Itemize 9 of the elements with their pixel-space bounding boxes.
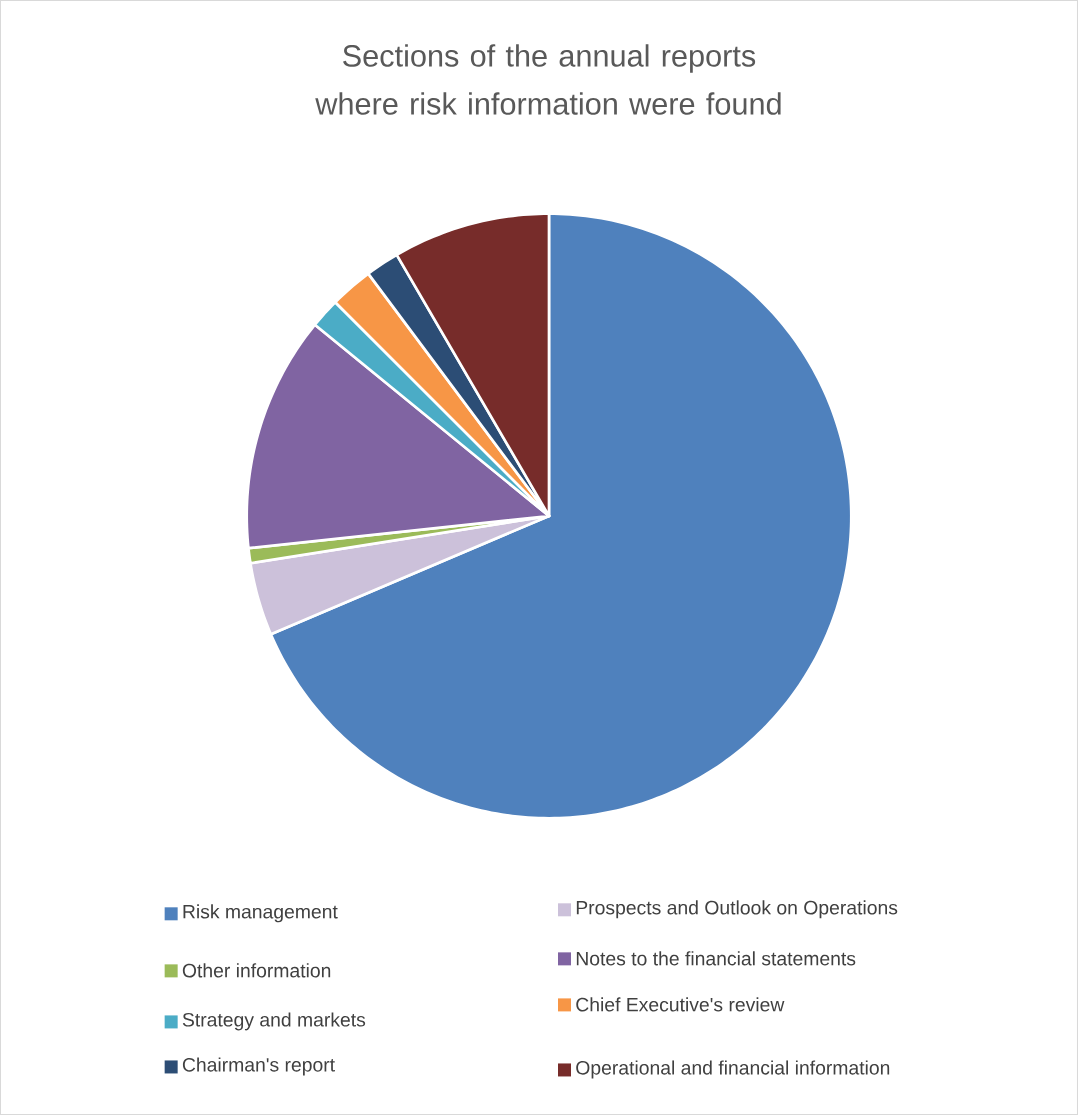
legend-label: Operational and financial information xyxy=(576,1060,890,1079)
legend-label: Strategy and markets xyxy=(182,1012,366,1031)
legend-label: Notes to the financial statements xyxy=(576,951,856,966)
chart-title: Sections of the annual reports where risk information were found xyxy=(315,44,781,115)
legend-label: Risk management xyxy=(183,904,338,923)
legend-label: Prospects and Outlook on Operations xyxy=(576,900,898,919)
legend-label: Chairman's report xyxy=(182,1057,335,1076)
legend-label: Chief Executive's review xyxy=(576,997,785,1012)
legend-label: Other information xyxy=(182,963,331,978)
